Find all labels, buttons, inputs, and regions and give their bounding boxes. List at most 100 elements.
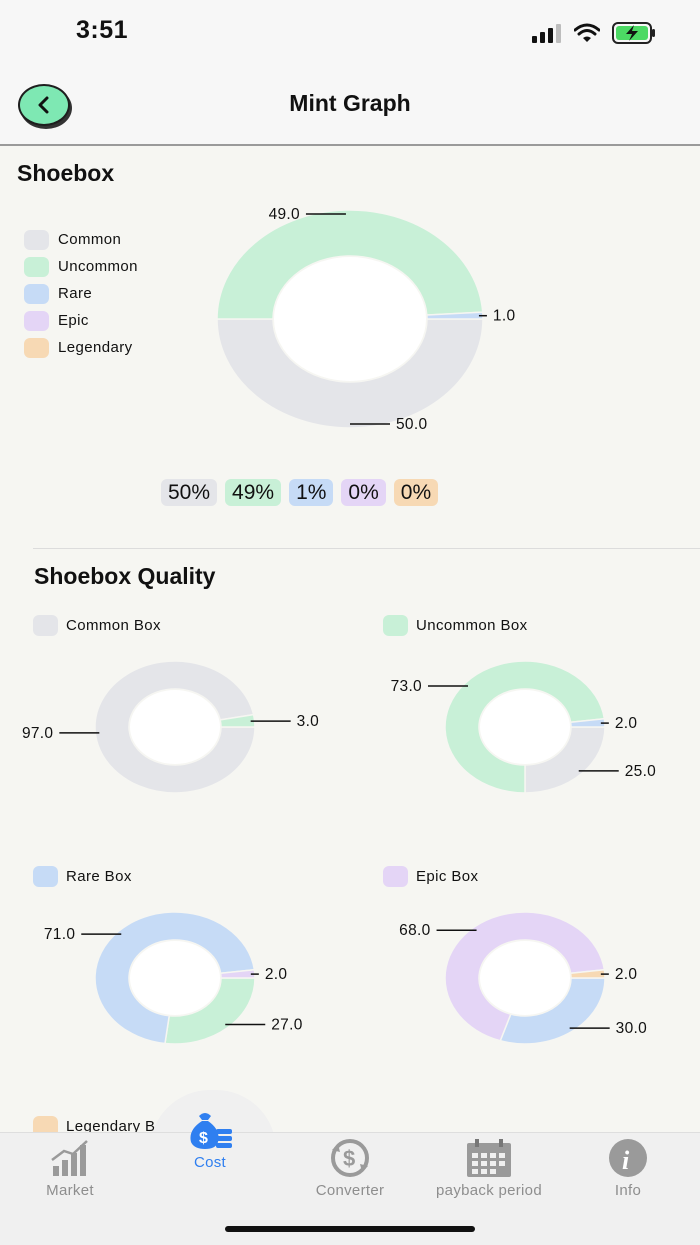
chevron-left-icon [38, 96, 49, 114]
tab-label: Market [46, 1182, 94, 1199]
legend-label: Epic [58, 312, 89, 329]
donut-hole [480, 690, 570, 764]
legend-rare-box: Rare Box [33, 866, 132, 887]
donut-slice [426, 311, 484, 320]
donut-hole [130, 690, 220, 764]
legend-label: Common [58, 231, 122, 248]
percent-badge-epic: 0% [341, 479, 386, 506]
legend-swatch [383, 615, 408, 636]
tab-label: Info [614, 1182, 642, 1199]
legend-label: Legendary [58, 339, 133, 356]
shoebox-title: Shoebox [17, 160, 115, 186]
bar-chart-icon [51, 1140, 88, 1176]
tab-payback-period[interactable]: payback period [424, 1138, 554, 1199]
donut-slice [164, 977, 256, 1045]
svg-text:i: i [622, 1146, 630, 1175]
legend-swatch [24, 283, 49, 304]
legend-item-epic: Epic [24, 307, 138, 334]
legend-label: Epic Box [416, 868, 479, 885]
money-bag-icon: $ [190, 1113, 232, 1149]
donut-slice [219, 713, 256, 728]
legend-swatch [33, 615, 58, 636]
legend-legendary-box: Legendary B [33, 1116, 155, 1137]
donut-slice [94, 911, 256, 1045]
legend-label: Rare [58, 285, 93, 302]
legend-label: Common Box [66, 617, 161, 634]
donut-slice [444, 660, 606, 794]
data-label: 25.0 [625, 763, 656, 780]
percent-badges: 50% 49% 1% 0% 0% [161, 479, 439, 506]
legend-swatch [24, 310, 49, 331]
legend-swatch [24, 229, 49, 250]
percent-badge-common: 50% [161, 479, 218, 506]
donut-slice [444, 911, 606, 1042]
donut-slice [499, 977, 606, 1045]
legend-swatch [33, 866, 58, 887]
donut-slice [216, 209, 484, 320]
donut-hole [480, 941, 570, 1015]
legend-item-uncommon: Uncommon [24, 253, 138, 280]
donut-slice [219, 968, 256, 979]
legend-item-legendary: Legendary [24, 334, 138, 361]
percent-badge-uncommon: 49% [225, 479, 282, 506]
legend-swatch [24, 256, 49, 277]
page-title: Mint Graph [289, 90, 411, 116]
legend-label: Rare Box [66, 868, 132, 885]
donut-slice [216, 318, 484, 429]
tab-label: payback period [436, 1182, 542, 1199]
back-button[interactable] [18, 84, 70, 126]
legend-label: Legendary B [66, 1118, 156, 1135]
status-bar: 3:51 [0, 0, 700, 64]
data-label: 68.0 [399, 922, 430, 939]
data-label: 73.0 [391, 678, 422, 695]
percent-badge-rare: 1% [289, 479, 334, 506]
legend-item-common: Common [24, 226, 138, 253]
legend-label: Uncommon [58, 258, 138, 275]
legend-item-rare: Rare [24, 280, 138, 307]
donut-slice [94, 660, 256, 794]
donut-slice [569, 968, 606, 979]
tab-info[interactable]: i Info [593, 1138, 663, 1199]
donut-slice [569, 717, 606, 728]
info-icon: i [609, 1139, 647, 1177]
tab-cost[interactable]: $ Cost [170, 1110, 250, 1171]
data-label: 97.0 [22, 725, 53, 742]
legend-uncommon-box: Uncommon Box [383, 615, 528, 636]
status-icons [532, 22, 656, 44]
wifi-icon [574, 23, 600, 42]
legend-common-box: Common Box [33, 615, 161, 636]
battery-charging-icon [612, 22, 655, 44]
data-label: 30.0 [616, 1020, 647, 1037]
data-label: 3.0 [297, 713, 320, 730]
legend-epic-box: Epic Box [383, 866, 478, 887]
tab-converter[interactable]: $ Converter [305, 1138, 395, 1199]
data-label: 1.0 [493, 308, 516, 325]
currency-exchange-icon: $ [331, 1139, 369, 1177]
tab-label: Converter [315, 1182, 385, 1199]
tab-market[interactable]: Market [30, 1138, 110, 1199]
status-time: 3:51 [76, 16, 129, 44]
legend-label: Uncommon Box [416, 617, 528, 634]
section-divider [33, 548, 700, 549]
signal-icon [532, 24, 561, 43]
shoebox-quality-title: Shoebox Quality [34, 563, 216, 589]
donut-hole [274, 257, 426, 381]
legend-swatch [33, 1116, 58, 1137]
data-label: 2.0 [615, 966, 638, 983]
nav-header: Mint Graph [0, 64, 700, 146]
legend-swatch [24, 337, 49, 358]
svg-text:$: $ [343, 1146, 356, 1171]
data-label: 27.0 [271, 1017, 302, 1034]
donut-hole [130, 941, 220, 1015]
shoebox-legend: Common Uncommon Rare Epic Legendary [24, 226, 138, 361]
data-label: 50.0 [396, 416, 427, 433]
data-label: 2.0 [615, 715, 638, 732]
data-label: 71.0 [44, 926, 75, 943]
calendar-icon [467, 1139, 511, 1177]
tab-label: Cost [193, 1154, 227, 1171]
svg-text:$: $ [199, 1130, 208, 1147]
data-label: 2.0 [265, 966, 288, 983]
home-indicator [225, 1226, 475, 1232]
percent-badge-legendary: 0% [393, 479, 439, 506]
